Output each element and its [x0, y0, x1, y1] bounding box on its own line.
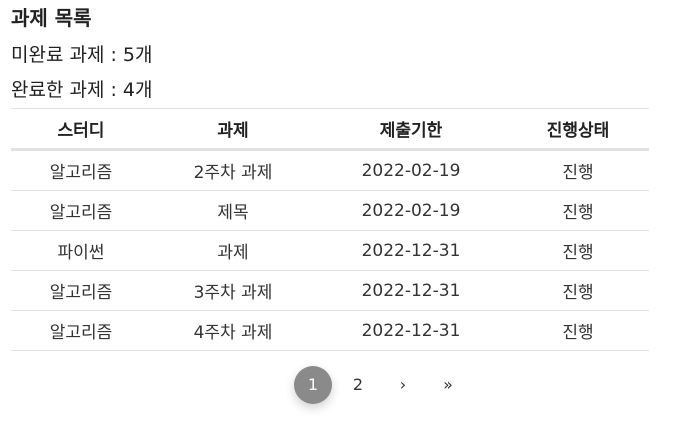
- page-title: 과제 목록: [11, 6, 92, 30]
- assignment-table-container: 스터디 과제 제출기한 진행상태 알고리즘 2주차 과제 2022-02-19 …: [11, 108, 649, 351]
- cell-deadline: 2022-12-31: [315, 230, 507, 271]
- cell-status: 진행: [507, 149, 649, 191]
- column-header-study: 스터디: [11, 108, 151, 151]
- cell-status: 진행: [507, 270, 649, 311]
- cell-deadline: 2022-02-19: [315, 149, 507, 191]
- cell-assignment[interactable]: 3주차 과제: [151, 270, 315, 311]
- column-header-status: 진행상태: [507, 108, 649, 151]
- cell-study: 알고리즘: [11, 310, 151, 351]
- next-page-button[interactable]: ›: [399, 375, 407, 394]
- cell-deadline: 2022-02-19: [315, 190, 507, 231]
- pending-assignment-count: 미완료 과제 : 5개: [11, 44, 153, 66]
- cell-deadline: 2022-12-31: [315, 270, 507, 311]
- table-header-row: 스터디 과제 제출기한 진행상태: [11, 108, 649, 151]
- table-row[interactable]: 알고리즘 3주차 과제 2022-12-31 진행: [11, 270, 649, 311]
- cell-status: 진행: [507, 310, 649, 351]
- page-2-button[interactable]: 2: [352, 375, 364, 394]
- cell-assignment[interactable]: 2주차 과제: [151, 149, 315, 191]
- cell-status: 진행: [507, 230, 649, 271]
- cell-study: 파이썬: [11, 230, 151, 271]
- cell-study: 알고리즘: [11, 149, 151, 191]
- cell-status: 진행: [507, 190, 649, 231]
- column-header-deadline: 제출기한: [315, 108, 507, 151]
- cell-assignment[interactable]: 제목: [151, 190, 315, 231]
- column-header-assignment: 과제: [151, 108, 315, 151]
- table-row[interactable]: 알고리즘 제목 2022-02-19 진행: [11, 190, 649, 231]
- table-row[interactable]: 파이썬 과제 2022-12-31 진행: [11, 230, 649, 271]
- table-header: 스터디 과제 제출기한 진행상태: [11, 108, 649, 151]
- table-row[interactable]: 알고리즘 2주차 과제 2022-02-19 진행: [11, 149, 649, 191]
- assignment-table: 스터디 과제 제출기한 진행상태 알고리즘 2주차 과제 2022-02-19 …: [11, 108, 649, 351]
- cell-assignment[interactable]: 4주차 과제: [151, 310, 315, 351]
- cell-deadline: 2022-12-31: [315, 310, 507, 351]
- table-body: 알고리즘 2주차 과제 2022-02-19 진행 알고리즘 제목 2022-0…: [11, 149, 649, 351]
- table-row[interactable]: 알고리즘 4주차 과제 2022-12-31 진행: [11, 310, 649, 351]
- pagination: 1 2 › »: [294, 365, 474, 404]
- last-page-button[interactable]: »: [443, 375, 453, 394]
- page-1-button[interactable]: 1: [294, 365, 332, 404]
- completed-assignment-count: 완료한 과제 : 4개: [11, 79, 153, 101]
- cell-assignment[interactable]: 과제: [151, 230, 315, 271]
- cell-study: 알고리즘: [11, 190, 151, 231]
- cell-study: 알고리즘: [11, 270, 151, 311]
